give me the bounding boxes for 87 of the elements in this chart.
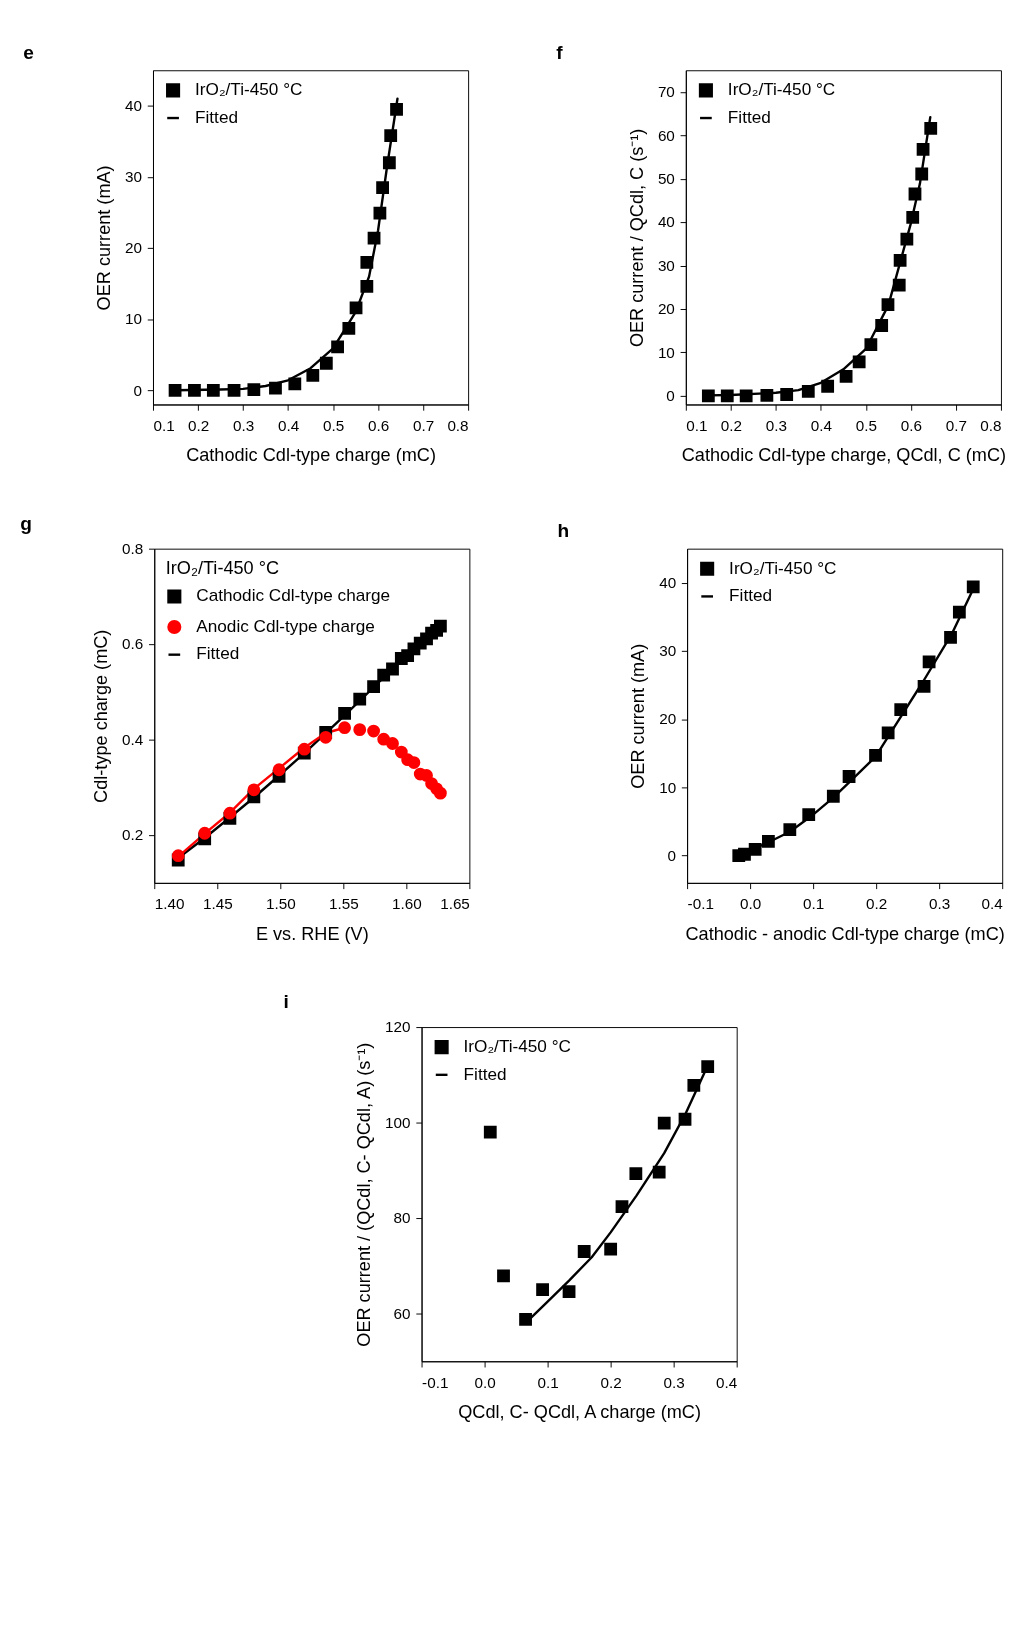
x-tick-label: 1.55 — [328, 895, 359, 913]
x-tick-label: 0.6 — [367, 416, 390, 434]
x-tick-label: 0.3 — [663, 1373, 685, 1391]
legend-label: Fitted — [729, 585, 773, 606]
y-tick-label: 100 — [385, 1113, 411, 1131]
y-tick-label: 20 — [657, 300, 675, 318]
y-tick-label: 120 — [385, 1018, 411, 1036]
x-tick-label: 0.8 — [447, 416, 469, 434]
x-tick-label: 1.40 — [154, 895, 185, 913]
y-tick-label: 10 — [659, 778, 677, 796]
chart-title: i — [283, 990, 289, 1012]
x-tick-label: 0.4 — [981, 895, 1004, 913]
y-tick-label: 30 — [659, 642, 677, 660]
y-tick-label: 0.8 — [122, 539, 144, 557]
x-tick-label: 0.2 — [600, 1373, 622, 1391]
chart-title: g — [20, 512, 33, 534]
y-tick-label: 0.6 — [122, 635, 144, 653]
x-tick-label: 0.2 — [720, 416, 742, 434]
x-axis-title: Cathodic Cdl-type charge (mC) — [186, 445, 436, 466]
legend-label: IrO₂/Ti-450 °C — [729, 557, 837, 578]
x-axis-title: E vs. RHE (V) — [255, 923, 369, 944]
y-tick-label: 0.4 — [122, 730, 144, 748]
y-axis-title: OER current (mA) — [627, 643, 648, 789]
x-tick-label: 0.7 — [412, 416, 435, 434]
x-tick-label: 0.2 — [187, 416, 210, 434]
y-tick-label: 0 — [667, 846, 677, 864]
x-tick-label: 0.4 — [715, 1373, 738, 1391]
x-tick-label: 0.1 — [153, 416, 175, 434]
y-tick-label: 10 — [125, 310, 143, 328]
x-tick-label: 1.45 — [202, 895, 233, 913]
y-tick-label: 30 — [657, 256, 675, 274]
x-tick-label: 0.5 — [322, 416, 345, 434]
y-axis-title: OER current / QCdl, C (s⁻¹) — [626, 128, 647, 348]
x-tick-label: 1.50 — [265, 895, 296, 913]
y-tick-label: 70 — [657, 83, 675, 101]
y-tick-label: 60 — [657, 126, 675, 144]
x-tick-label: 0.2 — [866, 895, 888, 913]
legend-label: IrO₂/Ti-450 °C — [463, 1035, 571, 1056]
y-tick-label: 20 — [125, 239, 143, 257]
legend-label: Cathodic Cdl-type charge — [196, 585, 391, 606]
y-tick-label: 10 — [657, 343, 675, 361]
y-axis-title: Cdl-type charge (mC) — [90, 629, 111, 803]
x-tick-label: 0.6 — [900, 416, 923, 434]
x-tick-label: 0.3 — [929, 895, 951, 913]
x-tick-label: 0.7 — [945, 416, 968, 434]
chart-title: e — [23, 41, 34, 63]
x-tick-label: 0.3 — [232, 416, 255, 434]
legend-label: IrO₂/Ti-450 °C — [727, 79, 836, 100]
x-tick-label: 0.5 — [855, 416, 878, 434]
legend-label: Anodic Cdl-type charge — [196, 615, 375, 636]
x-axis-title: Cathodic Cdl-type charge, QCdl, C (mC) — [681, 445, 1007, 466]
y-tick-label: 50 — [657, 170, 675, 188]
chart-title: h — [557, 520, 570, 542]
x-tick-label: -0.1 — [422, 1373, 449, 1391]
y-tick-label: 0.2 — [122, 826, 144, 844]
x-tick-label: 0.0 — [474, 1373, 496, 1391]
y-tick-label: 40 — [125, 97, 143, 115]
y-tick-label: 60 — [393, 1304, 411, 1322]
legend-label: Fitted — [196, 643, 240, 664]
x-tick-label: 0.0 — [739, 895, 762, 913]
y-tick-label: 0 — [666, 387, 675, 405]
x-axis-title: Cathodic - anodic Cdl-type charge (mC) — [685, 923, 1005, 944]
y-tick-label: 40 — [659, 574, 677, 592]
x-tick-label: -0.1 — [687, 895, 714, 913]
y-tick-label: 80 — [393, 1209, 411, 1227]
x-axis-title: QCdl, C- QCdl, A charge (mC) — [458, 1402, 701, 1423]
x-tick-label: 0.3 — [765, 416, 787, 434]
y-tick-label: 40 — [657, 213, 675, 231]
x-tick-label: 1.60 — [391, 895, 422, 913]
x-tick-label: 0.1 — [537, 1373, 559, 1391]
legend-label: Fitted — [195, 106, 238, 127]
y-tick-label: 0 — [133, 381, 143, 399]
x-tick-label: 1.65 — [440, 895, 470, 913]
y-axis-title: OER current / (QCdl, C- QCdl, A) (s⁻¹) — [353, 1042, 374, 1347]
legend-title: IrO₂/Ti-450 °C — [165, 558, 280, 579]
y-tick-label: 30 — [125, 168, 143, 186]
chart-title: f — [556, 41, 564, 63]
x-tick-label: 0.1 — [686, 416, 708, 434]
x-tick-label: 0.8 — [980, 416, 1002, 434]
y-axis-title: OER current (mA) — [93, 165, 114, 311]
x-tick-label: 0.4 — [810, 416, 833, 434]
x-tick-label: 0.1 — [803, 895, 825, 913]
x-tick-label: 0.4 — [277, 416, 300, 434]
y-tick-label: 20 — [659, 710, 677, 728]
legend-label: IrO₂/Ti-450 °C — [195, 79, 303, 100]
legend-label: Fitted — [463, 1063, 507, 1084]
legend-label: Fitted — [727, 106, 771, 127]
